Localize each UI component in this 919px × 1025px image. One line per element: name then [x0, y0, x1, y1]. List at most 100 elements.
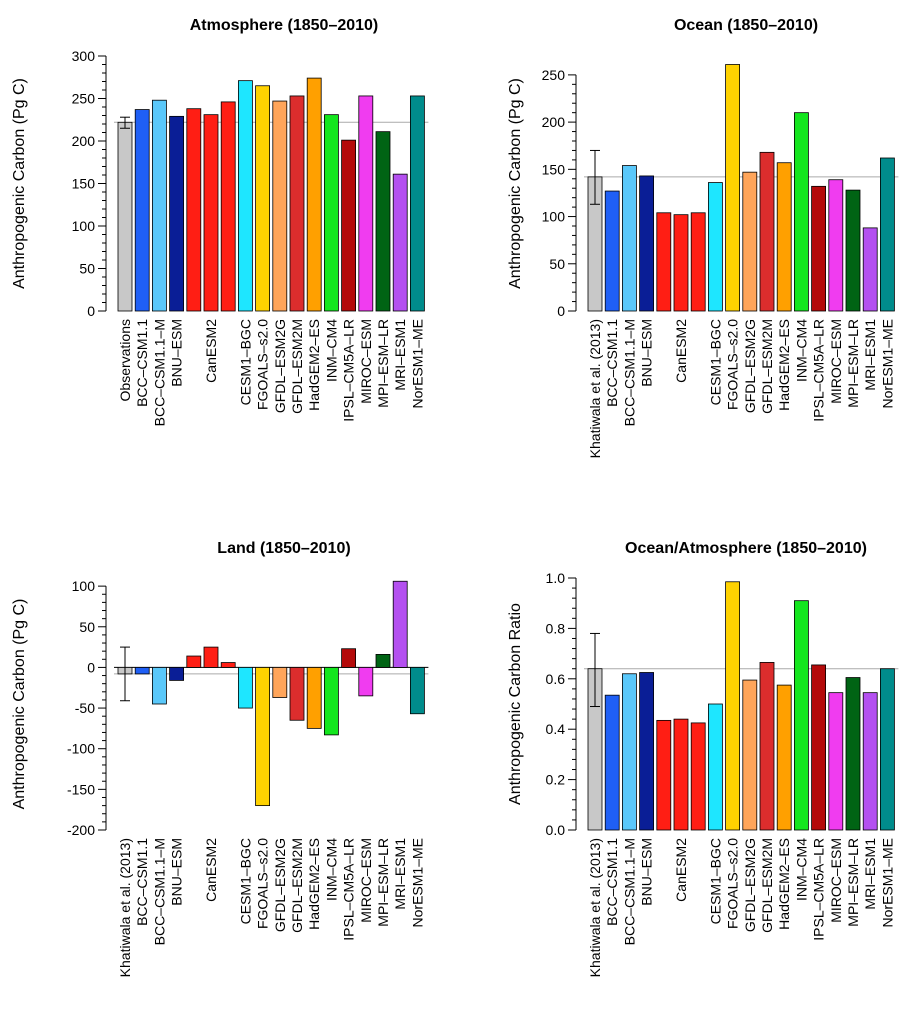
bar [134, 109, 150, 312]
bar [708, 182, 723, 312]
x-category-label: CESM1–BGC [237, 838, 253, 924]
y-tick-label: 50 [549, 256, 565, 272]
chart-panel-2: Ocean (1850–2010) Anthropogenic Carbon (P… [507, 17, 899, 458]
x-category-label: NorESM1–ME [409, 838, 425, 927]
chart-panel-3: Land (1850–2010) Anthropogenic Carbon (Pg… [11, 540, 429, 977]
y-tick-label: 50 [79, 619, 95, 635]
x-category-label: FGOALS–s2.0 [725, 319, 741, 410]
bar [656, 719, 672, 831]
x-category-label: BNU–ESM [169, 838, 185, 906]
x-category-label: IPSL–CM5A–LR [341, 319, 357, 422]
chart-title: Atmosphere (1850–2010) [190, 17, 379, 34]
x-category-label: BCC–CSM1.1 [604, 319, 620, 407]
x-category-label: MRI–ESM1 [392, 319, 408, 391]
bar [811, 664, 826, 831]
bar [117, 121, 133, 312]
bar [708, 703, 723, 831]
x-category-label: INM–CM4 [793, 319, 809, 382]
bar [151, 667, 167, 705]
bar [323, 667, 339, 736]
x-category-label: CanESM2 [203, 319, 219, 383]
bar [673, 214, 689, 312]
x-category-label: HadGEM2–ES [776, 319, 792, 411]
x-category-label: IPSL–CM5A–LR [811, 319, 827, 422]
bar [375, 654, 391, 668]
y-tick-label: 100 [72, 218, 96, 234]
x-category-label: GFDL–ESM2G [272, 319, 288, 413]
x-category-label: HadGEM2–ES [306, 319, 322, 411]
x-category-label: FGOALS–s2.0 [255, 319, 271, 410]
bar [759, 151, 775, 312]
bar [409, 95, 425, 312]
x-category-label: NorESM1–ME [879, 319, 895, 408]
y-tick-label: 0.4 [546, 721, 566, 737]
y-tick-label: 0.6 [546, 671, 566, 687]
bar [828, 692, 844, 831]
x-category-label: BNU–ESM [169, 319, 185, 387]
x-category-label: CanESM2 [203, 838, 219, 902]
bar [134, 667, 150, 675]
x-category-label: GFDL–ESM2M [289, 838, 305, 933]
y-tick-label: -200 [67, 822, 95, 838]
x-category-label: BCC–CSM1.1 [604, 838, 620, 926]
y-tick-label: 200 [542, 114, 566, 130]
bar [306, 77, 322, 312]
x-category-label: CanESM2 [673, 319, 689, 383]
x-category-label: CESM1–BGC [707, 838, 723, 924]
x-category-label: Khatiwala et al. (2013) [587, 838, 603, 977]
chart-panel-4: Ocean/Atmosphere (1850–2010) Anthropogeni… [507, 540, 899, 977]
bar [742, 171, 758, 312]
x-category-label: BNU–ESM [639, 838, 655, 906]
x-category-label: MPI–ESM–LR [845, 838, 861, 927]
bar [186, 655, 202, 668]
bar [811, 185, 826, 312]
bar [673, 718, 689, 831]
y-tick-label: 100 [542, 209, 566, 225]
x-category-label: MPI–ESM–LR [375, 838, 391, 927]
bar [656, 212, 672, 312]
chart-title: Ocean (1850–2010) [674, 17, 818, 34]
x-category-label: INM–CM4 [323, 319, 339, 382]
bar [203, 114, 219, 312]
bar [186, 108, 202, 312]
y-tick-label: 0.8 [546, 620, 566, 636]
bar [255, 85, 271, 312]
y-tick-label: 150 [542, 161, 566, 177]
bar [272, 667, 288, 698]
x-category-label: NorESM1–ME [409, 319, 425, 408]
x-category-label: Khatiwala et al. (2013) [587, 319, 603, 458]
bar [776, 162, 792, 312]
bar [759, 662, 775, 831]
bar [203, 646, 219, 668]
y-tick-label: 0 [557, 303, 565, 319]
y-axis-label: Anthropogenic Carbon (Pg C) [11, 599, 28, 810]
bar [690, 722, 706, 831]
bar [622, 673, 637, 831]
bar [341, 648, 357, 668]
x-category-label: HadGEM2–ES [776, 838, 792, 930]
x-category-label: GFDL–ESM2G [742, 838, 758, 932]
y-tick-label: -150 [67, 781, 95, 797]
x-category-label: BCC–CSM1.1–M [151, 319, 167, 426]
x-category-label: MPI–ESM–LR [845, 319, 861, 408]
bar [622, 165, 637, 312]
x-category-label: IPSL–CM5A–LR [811, 838, 827, 941]
bar [151, 99, 167, 312]
y-tick-label: 1.0 [546, 570, 566, 586]
bar [237, 80, 253, 312]
x-category-label: BCC–CSM1.1–M [621, 838, 637, 945]
x-category-label: BCC–CSM1.1–M [621, 319, 637, 426]
x-category-label: MRI–ESM1 [392, 838, 408, 910]
x-category-label: MIROC–ESM [358, 838, 374, 923]
x-category-label: MIROC–ESM [828, 838, 844, 923]
bar [255, 667, 271, 807]
x-category-label: GFDL–ESM2G [272, 838, 288, 932]
y-tick-label: 0.2 [546, 772, 566, 788]
x-category-label: FGOALS–s2.0 [255, 838, 271, 929]
x-category-label: INM–CM4 [323, 838, 339, 901]
x-category-label: GFDL–ESM2M [289, 319, 305, 414]
x-category-label: BCC–CSM1.1 [134, 319, 150, 407]
y-tick-label: 50 [79, 261, 95, 277]
bar [358, 667, 374, 697]
